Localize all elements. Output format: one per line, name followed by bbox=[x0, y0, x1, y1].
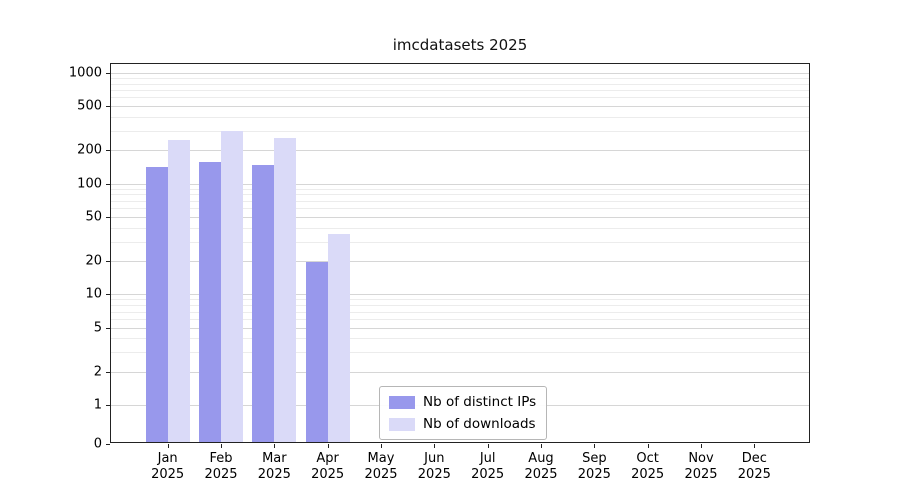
legend-entry-downloads: Nb of downloads bbox=[389, 416, 536, 432]
legend-swatch-distinct-ips bbox=[389, 395, 415, 409]
major-gridline bbox=[111, 106, 809, 108]
bar-distinct-ips bbox=[252, 165, 275, 442]
x-tick-mark bbox=[381, 444, 382, 448]
y-tick-mark bbox=[106, 216, 110, 218]
y-tick-mark bbox=[106, 261, 110, 263]
x-tick-label: Mar 2025 bbox=[257, 451, 291, 482]
legend: Nb of distinct IPs Nb of downloads bbox=[379, 386, 548, 440]
minor-gridline bbox=[111, 97, 809, 99]
bar-downloads bbox=[221, 131, 243, 442]
y-tick-mark bbox=[106, 327, 110, 329]
y-tick-label: 50 bbox=[85, 209, 102, 225]
y-tick-mark bbox=[106, 106, 110, 108]
y-tick-label: 10 bbox=[85, 286, 102, 302]
legend-entry-distinct-ips: Nb of distinct IPs bbox=[389, 394, 536, 410]
x-tick-label: Jan 2025 bbox=[151, 451, 185, 482]
legend-label-distinct-ips: Nb of distinct IPs bbox=[423, 394, 537, 410]
x-tick-label: Nov 2025 bbox=[684, 451, 718, 482]
x-tick-mark bbox=[167, 444, 169, 448]
minor-gridline bbox=[111, 338, 809, 340]
legend-label-downloads: Nb of downloads bbox=[423, 416, 536, 432]
minor-gridline bbox=[111, 227, 809, 229]
x-tick-label: Jul 2025 bbox=[471, 451, 505, 482]
minor-gridline bbox=[111, 208, 809, 210]
minor-gridline bbox=[111, 311, 809, 313]
bar-distinct-ips bbox=[305, 261, 328, 442]
x-tick-mark bbox=[221, 444, 222, 448]
x-tick-label: Feb 2025 bbox=[204, 451, 238, 482]
x-tick-label: Dec 2025 bbox=[737, 451, 771, 482]
minor-gridline bbox=[111, 305, 809, 307]
x-tick-label: Oct 2025 bbox=[631, 451, 665, 482]
minor-gridline bbox=[111, 194, 809, 196]
legend-swatch-downloads bbox=[389, 417, 415, 431]
x-tick-mark bbox=[754, 444, 756, 448]
x-tick-label: Sep 2025 bbox=[577, 451, 611, 482]
minor-gridline bbox=[111, 188, 809, 190]
minor-gridline bbox=[111, 116, 809, 118]
chart-title: imcdatasets 2025 bbox=[392, 36, 528, 54]
bar-distinct-ips bbox=[199, 162, 221, 442]
bar-distinct-ips bbox=[145, 167, 168, 442]
x-tick-label: May 2025 bbox=[364, 451, 398, 482]
minor-gridline bbox=[111, 318, 809, 320]
y-tick-label: 200 bbox=[77, 142, 102, 158]
minor-gridline bbox=[111, 352, 809, 354]
y-tick-label: 2 bbox=[93, 364, 102, 380]
major-gridline bbox=[111, 216, 809, 218]
x-tick-label: Apr 2025 bbox=[311, 451, 345, 482]
minor-gridline bbox=[111, 200, 809, 202]
minor-gridline bbox=[111, 241, 809, 243]
x-tick-mark bbox=[647, 444, 649, 448]
y-tick-mark bbox=[106, 371, 110, 373]
y-tick-mark bbox=[106, 444, 110, 445]
major-gridline bbox=[111, 327, 809, 329]
x-tick-mark bbox=[701, 444, 702, 448]
y-tick-label: 100 bbox=[77, 176, 102, 192]
y-tick-mark bbox=[106, 294, 110, 296]
major-gridline bbox=[111, 371, 809, 373]
y-tick-mark bbox=[106, 183, 110, 185]
y-tick-label: 0 bbox=[93, 436, 102, 452]
bar-downloads bbox=[327, 233, 350, 442]
major-gridline bbox=[111, 72, 809, 74]
y-tick-label: 20 bbox=[85, 253, 102, 269]
x-tick-mark bbox=[274, 444, 276, 448]
y-tick-label: 500 bbox=[77, 98, 102, 114]
y-tick-mark bbox=[106, 150, 110, 152]
minor-gridline bbox=[111, 130, 809, 132]
minor-gridline bbox=[111, 89, 809, 91]
x-tick-label: Jun 2025 bbox=[417, 451, 451, 482]
major-gridline bbox=[111, 150, 809, 152]
x-tick-label: Aug 2025 bbox=[524, 451, 558, 482]
x-tick-mark bbox=[594, 444, 596, 448]
bar-downloads bbox=[274, 137, 297, 442]
major-gridline bbox=[111, 261, 809, 263]
minor-gridline bbox=[111, 299, 809, 301]
minor-gridline bbox=[111, 77, 809, 79]
bar-downloads bbox=[167, 140, 190, 442]
major-gridline bbox=[111, 294, 809, 296]
y-tick-mark bbox=[106, 405, 110, 407]
x-tick-mark bbox=[327, 444, 329, 448]
major-gridline bbox=[111, 183, 809, 185]
x-tick-mark bbox=[541, 444, 542, 448]
y-tick-mark bbox=[106, 72, 110, 74]
y-tick-label: 1 bbox=[93, 397, 102, 413]
x-tick-mark bbox=[434, 444, 436, 448]
x-tick-mark bbox=[487, 444, 489, 448]
minor-gridline bbox=[111, 83, 809, 85]
y-tick-label: 5 bbox=[93, 320, 102, 336]
plot-area: Nb of distinct IPs Nb of downloads 0 1 2 5 1… bbox=[69, 63, 810, 482]
y-tick-label: 1000 bbox=[68, 65, 102, 81]
